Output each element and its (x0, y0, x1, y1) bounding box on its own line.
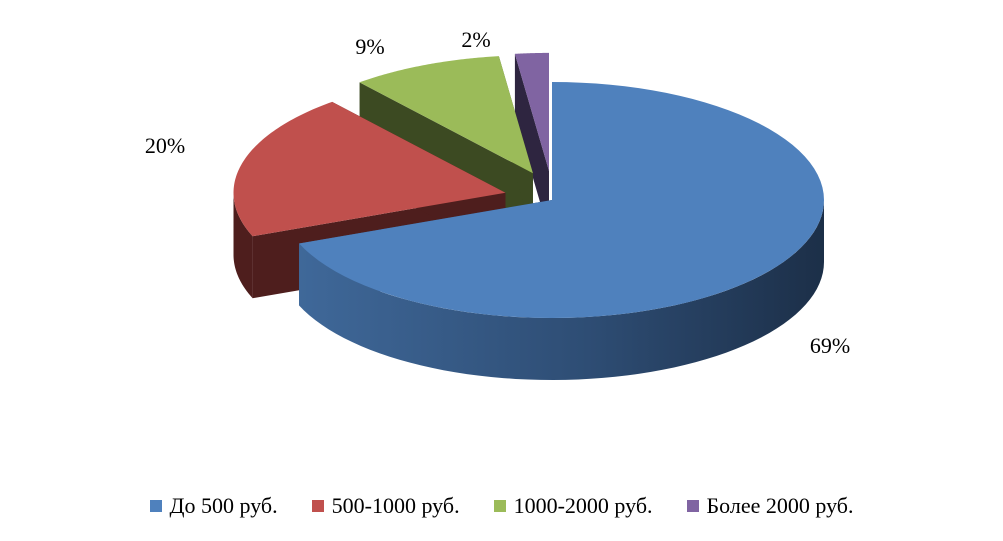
legend-item-1: 500-1000 руб. (311, 493, 460, 519)
pie-slice-0 (299, 82, 824, 380)
legend-label-0: До 500 руб. (169, 493, 278, 518)
legend-label-2: 1000-2000 руб. (513, 493, 653, 518)
legend-swatch-0 (149, 500, 162, 512)
data-label-3: 2% (461, 27, 490, 52)
pie-slice-3 (514, 52, 549, 233)
legend-label-1: 500-1000 руб. (331, 493, 460, 518)
chart-legend: До 500 руб. 500-1000 руб. 1000-2000 руб.… (0, 491, 1003, 521)
legend-swatch-1 (311, 500, 324, 512)
legend-swatch-2 (493, 500, 506, 512)
legend-swatch-3 (686, 500, 699, 512)
legend-item-3: Более 2000 руб. (686, 493, 854, 519)
legend-label-3: Более 2000 руб. (706, 493, 854, 518)
pie-chart-canvas: 2% 9% 20% 69% (145, 27, 850, 380)
data-label-1: 20% (145, 133, 185, 158)
data-label-0: 69% (810, 333, 850, 358)
legend-item-2: 1000-2000 руб. (493, 493, 653, 519)
data-label-2: 9% (355, 34, 384, 59)
legend-item-0: До 500 руб. (149, 493, 278, 519)
